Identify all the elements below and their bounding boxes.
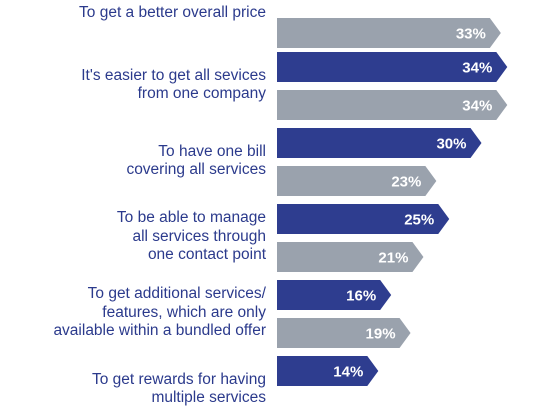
bar (277, 242, 424, 272)
bar (277, 166, 437, 196)
data-label: 19% (366, 326, 396, 343)
data-label: 16% (346, 288, 376, 305)
category-label: To get a better overall price (79, 3, 266, 21)
data-label: 30% (436, 136, 466, 153)
data-label: 25% (404, 212, 434, 229)
category-label: To be able to manage all services throug… (116, 209, 266, 264)
bar (277, 280, 392, 310)
category-label: To get additional services/ features, wh… (53, 285, 266, 340)
bar (277, 18, 501, 48)
bar (277, 52, 508, 82)
data-label: 14% (333, 364, 363, 381)
data-label: 21% (378, 250, 408, 267)
bar (277, 204, 450, 234)
category-label: It's easier to get all sevices from one … (81, 66, 266, 103)
bar (277, 90, 508, 120)
category-label: To get rewards for having multiple servi… (91, 370, 266, 407)
bar (277, 356, 379, 386)
data-label: 23% (391, 174, 421, 191)
category-label: To have one bill covering all services (126, 142, 266, 179)
data-label: 33% (456, 26, 486, 43)
data-label: 34% (462, 60, 492, 77)
data-label: 34% (462, 98, 492, 115)
bar (277, 318, 411, 348)
bar (277, 128, 482, 158)
